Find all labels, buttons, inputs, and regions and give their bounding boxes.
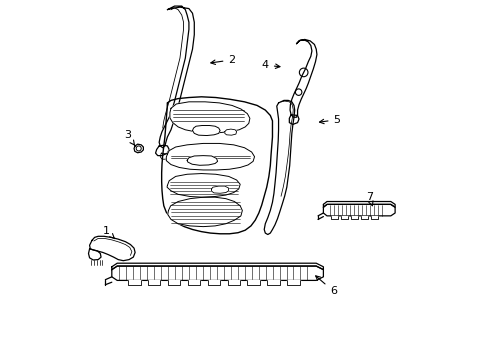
Polygon shape [287,280,299,285]
Text: 7: 7 [365,192,372,206]
Polygon shape [128,280,140,285]
Polygon shape [187,156,217,165]
Polygon shape [211,186,228,193]
Polygon shape [192,126,220,135]
Polygon shape [371,216,377,220]
Polygon shape [264,100,294,234]
Text: 1: 1 [103,226,115,239]
Text: 3: 3 [123,130,134,145]
Polygon shape [147,280,160,285]
Text: 6: 6 [315,276,336,296]
Polygon shape [169,102,249,133]
Text: 2: 2 [210,55,235,65]
Polygon shape [330,216,337,220]
Polygon shape [166,143,254,170]
Polygon shape [351,216,357,220]
Polygon shape [247,280,260,285]
Polygon shape [289,115,298,125]
Polygon shape [361,216,367,220]
Polygon shape [224,129,236,135]
Polygon shape [207,280,220,285]
Text: 5: 5 [319,115,340,125]
Polygon shape [160,153,168,159]
Polygon shape [187,280,200,285]
Polygon shape [323,202,394,207]
Polygon shape [88,249,101,260]
Text: 4: 4 [261,60,279,70]
Polygon shape [167,197,242,226]
Polygon shape [323,204,394,216]
Polygon shape [112,266,323,280]
Polygon shape [167,174,240,197]
Polygon shape [155,145,169,156]
Polygon shape [267,280,280,285]
Polygon shape [159,6,194,148]
Polygon shape [89,236,135,261]
Polygon shape [112,263,323,270]
Polygon shape [289,40,316,117]
Polygon shape [341,216,347,220]
Polygon shape [227,280,240,285]
Polygon shape [162,97,272,234]
Polygon shape [134,144,143,153]
Polygon shape [167,280,180,285]
